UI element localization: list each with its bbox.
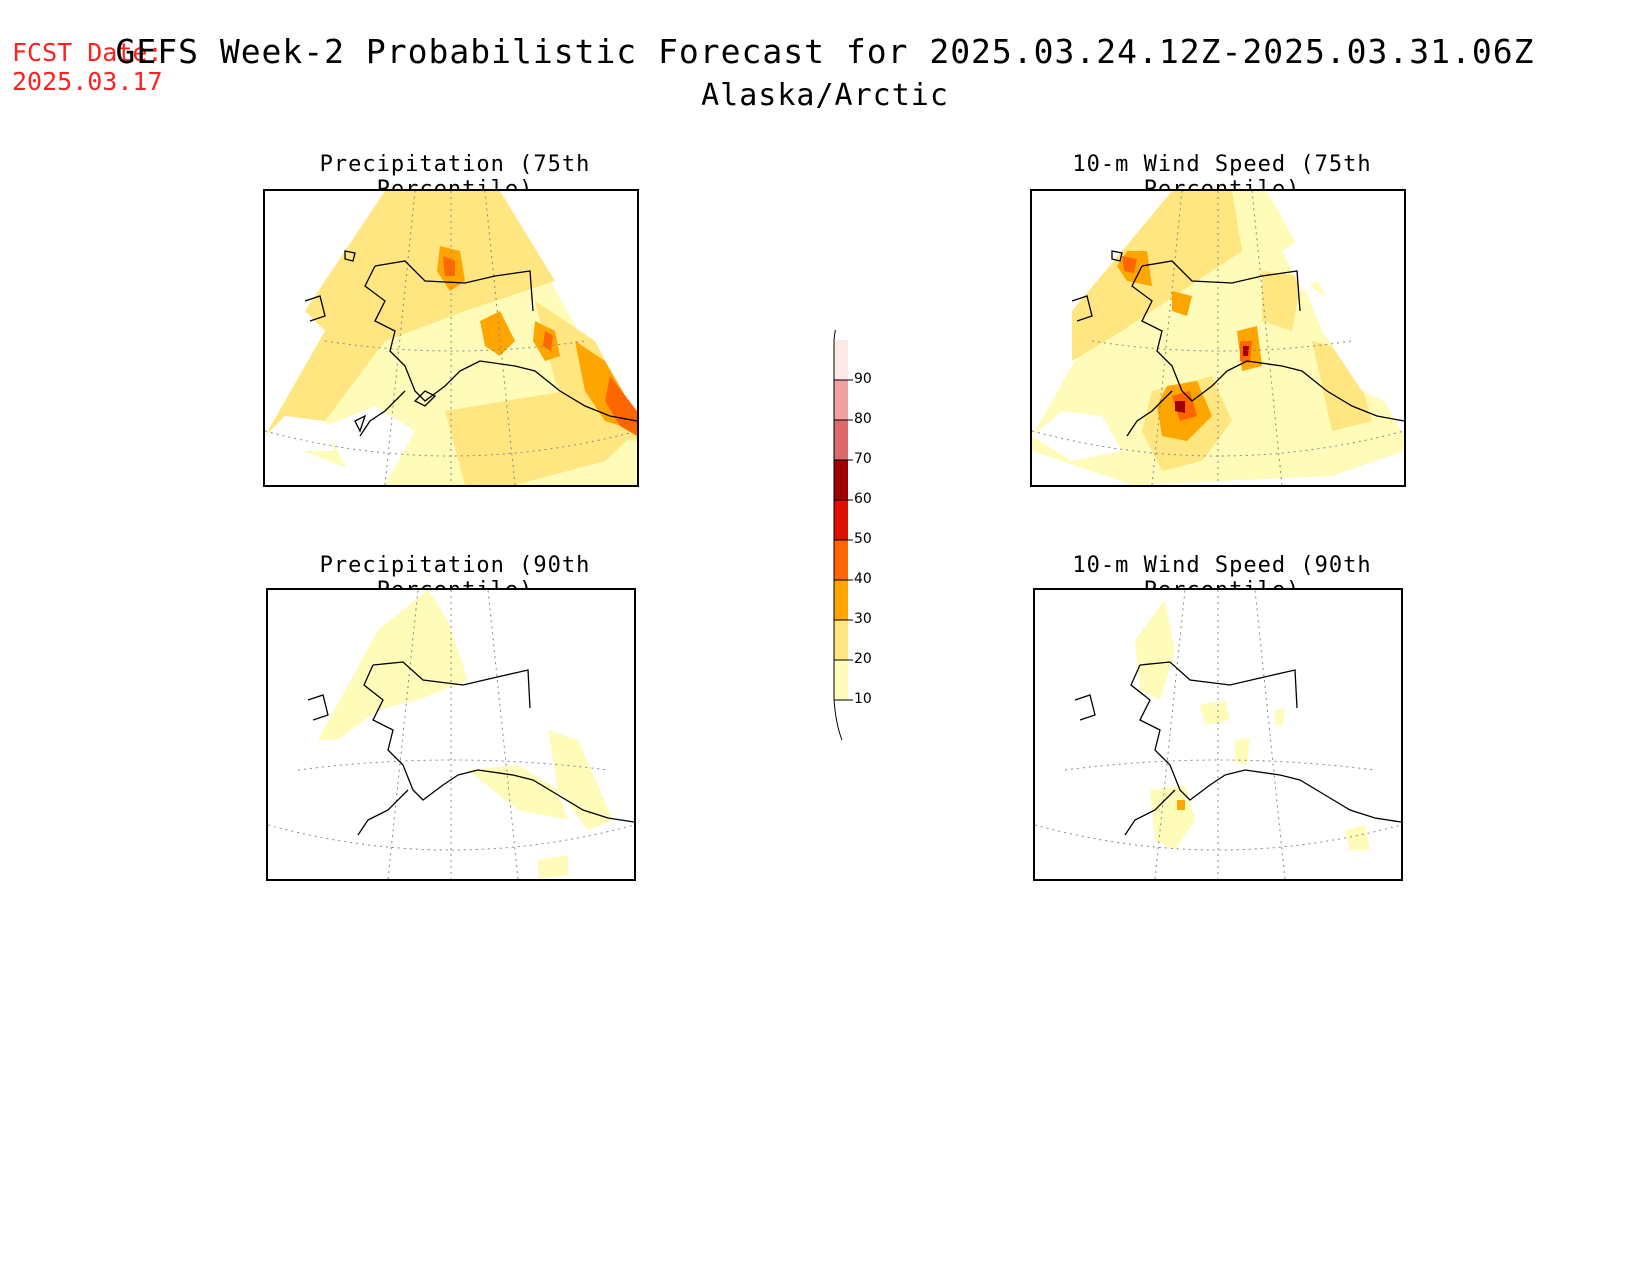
forecast-date-label: FCST Date:	[12, 38, 163, 67]
colorbar-swatch-0	[834, 660, 848, 700]
map-precip-90	[266, 588, 636, 881]
map-wind-90	[1033, 588, 1403, 881]
colorbar-upper-tail	[833, 309, 843, 341]
colorbar	[820, 309, 880, 754]
forecast-date-value: 2025.03.17	[12, 67, 163, 96]
page-title: GEFS Week-2 Probabilistic Forecast for 2…	[115, 32, 1535, 71]
colorbar-label-20: 20	[854, 651, 872, 667]
colorbar-lower-tail	[833, 699, 843, 741]
colorbar-swatch-6	[834, 420, 848, 460]
colorbar-label-90: 90	[854, 371, 872, 387]
colorbar-swatches	[833, 309, 853, 741]
colorbar-swatch-8	[834, 340, 848, 380]
colorbar-label-70: 70	[854, 451, 872, 467]
colorbar-swatch-5	[834, 460, 848, 500]
map-wind-75	[1030, 189, 1406, 487]
forecast-date-block: FCST Date: 2025.03.17	[12, 38, 163, 96]
colorbar-swatch-3	[834, 540, 848, 580]
colorbar-label-40: 40	[854, 571, 872, 587]
colorbar-swatch-4	[834, 500, 848, 540]
map-precip-75	[263, 189, 639, 487]
page-subtitle: Alaska/Arctic	[701, 78, 949, 113]
colorbar-label-10: 10	[854, 691, 872, 707]
colorbar-swatch-1	[834, 620, 848, 660]
colorbar-label-50: 50	[854, 531, 872, 547]
colorbar-swatch-7	[834, 380, 848, 420]
colorbar-label-80: 80	[854, 411, 872, 427]
colorbar-swatch-2	[834, 580, 848, 620]
colorbar-label-60: 60	[854, 491, 872, 507]
colorbar-label-30: 30	[854, 611, 872, 627]
